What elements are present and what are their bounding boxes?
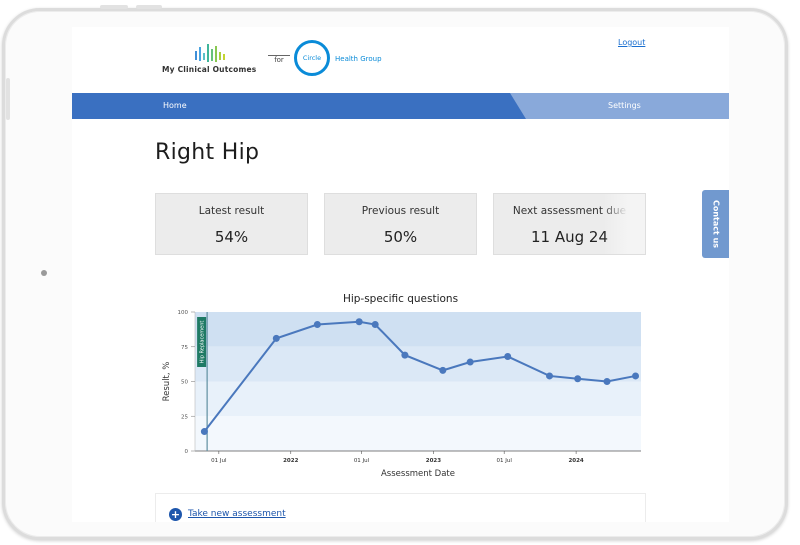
y-tick-label: 75 <box>181 345 188 351</box>
data-point <box>632 372 640 380</box>
data-point <box>546 372 554 380</box>
data-point <box>574 375 582 383</box>
results-chart: 0 25 50 75 100 01 Jul 2022 01 Jul 2023 01 Jul 2024… <box>162 310 641 479</box>
nav-item-settings[interactable]: Settings <box>608 101 641 110</box>
chart-band <box>195 312 641 347</box>
card-label: Next assessment due <box>512 205 627 217</box>
x-tick-label: 01 Jul <box>211 458 227 464</box>
chart-band <box>195 416 641 451</box>
app-screen: My Clinical Outcomes for Circle Health G… <box>72 27 729 522</box>
nav-bar: Home Settings <box>72 93 729 119</box>
hip-replacement-marker-flag <box>197 317 207 367</box>
partner-name: Health Group <box>335 55 382 63</box>
logout-link[interactable]: Logout <box>618 38 646 47</box>
app-logo-text: My Clinical Outcomes <box>162 65 257 74</box>
data-point <box>504 352 512 360</box>
take-new-assessment-link[interactable]: Take new assessment <box>188 509 286 519</box>
logo-bars-icon <box>195 44 225 62</box>
partner-logo: Circle <box>294 40 330 76</box>
for-label: for <box>268 55 290 64</box>
chart-band <box>195 381 641 417</box>
latest-result-card: Latest result 54% <box>155 193 308 255</box>
card-value: 54% <box>214 228 249 246</box>
plus-circle-icon[interactable]: + <box>169 508 182 521</box>
data-point <box>272 334 280 342</box>
partner-logo-text: Circle <box>302 54 322 62</box>
data-point <box>466 358 474 366</box>
y-tick-label: 100 <box>178 310 189 316</box>
hardware-button <box>100 5 128 9</box>
contact-us-tab[interactable]: Contact us <box>702 190 729 258</box>
y-tick-label: 0 <box>185 449 189 455</box>
x-tick-label: 2023 <box>426 458 441 464</box>
data-point <box>401 351 409 359</box>
card-value: 11 Aug 24 <box>531 228 608 246</box>
hip-replacement-marker-label: Hip Replacement <box>200 321 206 364</box>
x-tick-label: 2024 <box>568 458 583 464</box>
card-fade-overlay <box>603 194 645 254</box>
chart-title: Hip-specific questions <box>342 293 459 305</box>
card-value: 50% <box>383 228 418 246</box>
chart-band <box>195 346 641 382</box>
card-label: Latest result <box>198 205 265 217</box>
data-point <box>313 321 321 329</box>
previous-result-card: Previous result 50% <box>324 193 477 255</box>
contact-us-label: Contact us <box>711 199 720 249</box>
x-tick-label: 01 Jul <box>496 458 512 464</box>
page-title: Right Hip <box>155 140 260 165</box>
data-point <box>603 378 611 385</box>
y-tick-label: 25 <box>181 414 188 420</box>
card-label: Previous result <box>361 205 440 217</box>
y-tick-label: 50 <box>181 380 188 386</box>
x-tick-label: 01 Jul <box>354 458 370 464</box>
data-point <box>371 321 379 329</box>
nav-settings-background <box>510 93 729 119</box>
x-axis-label: Assessment Date <box>381 469 455 479</box>
assessment-panel: + Take new assessment <box>155 493 646 522</box>
camera-icon <box>41 270 47 276</box>
nav-item-home[interactable]: Home <box>163 101 187 110</box>
hardware-button <box>6 78 10 120</box>
x-tick-label: 2022 <box>283 458 298 464</box>
hardware-button <box>136 5 162 9</box>
data-point <box>355 318 363 326</box>
next-assessment-card: Next assessment due 11 Aug 24 <box>493 193 646 255</box>
data-point <box>439 366 447 374</box>
y-axis-label: Result, % <box>162 362 172 402</box>
data-point <box>200 428 208 436</box>
